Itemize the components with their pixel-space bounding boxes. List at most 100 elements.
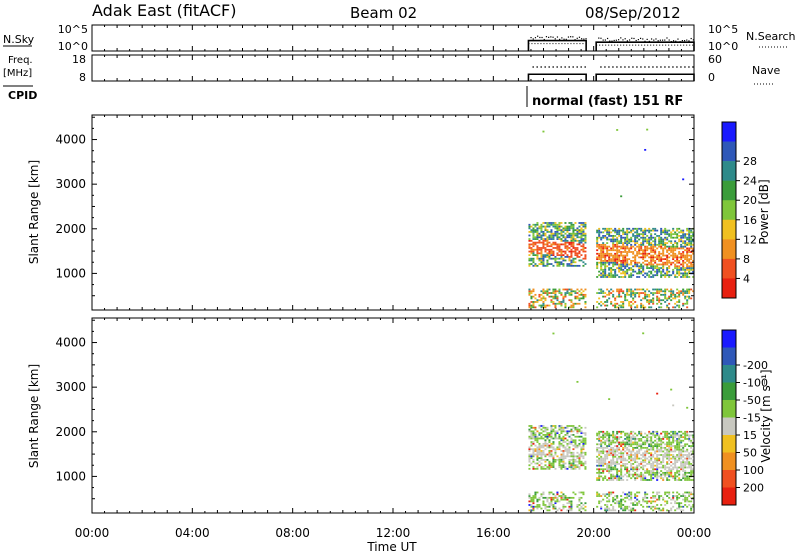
range-cell xyxy=(692,471,695,474)
range-cell xyxy=(538,444,541,447)
range-cell xyxy=(644,263,647,266)
range-cell xyxy=(620,306,623,309)
range-cell xyxy=(624,445,627,447)
range-cell xyxy=(620,260,623,262)
range-cell xyxy=(668,448,671,451)
range-cell xyxy=(666,477,669,480)
range-cell xyxy=(578,439,581,442)
range-cell xyxy=(674,256,677,259)
range-cell xyxy=(600,288,603,291)
range-cell xyxy=(664,272,667,275)
range-cell xyxy=(548,509,551,512)
range-cell xyxy=(544,247,547,249)
range-cell xyxy=(562,239,565,242)
range-cell xyxy=(686,466,689,469)
range-cell xyxy=(568,247,571,249)
range-cell xyxy=(684,432,687,435)
range-cell xyxy=(660,272,663,275)
range-cell xyxy=(648,439,651,442)
range-cell xyxy=(624,500,627,503)
range-cell xyxy=(544,239,547,242)
range-cell xyxy=(582,457,585,460)
range-cell xyxy=(596,249,599,252)
range-cell xyxy=(640,439,643,442)
range-cell xyxy=(634,479,637,481)
range-cell xyxy=(560,453,563,456)
range-cell xyxy=(628,436,631,439)
range-cell xyxy=(602,470,605,472)
range-cell xyxy=(604,292,607,294)
range-cell xyxy=(572,225,575,228)
range-cell xyxy=(554,288,557,291)
range-cell xyxy=(638,430,641,433)
range-cell xyxy=(634,247,637,250)
range-cell xyxy=(534,241,537,244)
range-cell xyxy=(682,293,685,296)
range-cell xyxy=(570,306,573,309)
range-cell xyxy=(648,252,651,255)
range-cell xyxy=(536,448,539,451)
range-cell xyxy=(686,498,689,501)
range-cell xyxy=(644,493,647,496)
range-cell xyxy=(634,295,637,298)
range-cell xyxy=(534,301,537,303)
range-cell xyxy=(542,502,545,505)
range-cell xyxy=(558,446,561,449)
colorbar-swatch xyxy=(722,470,736,488)
range-cell xyxy=(566,256,569,258)
range-cell xyxy=(558,457,561,460)
range-cell xyxy=(600,471,603,474)
range-cell xyxy=(652,245,655,248)
range-cell xyxy=(652,263,655,266)
range-cell xyxy=(678,272,681,275)
range-cell xyxy=(690,256,693,259)
range-cell xyxy=(630,288,633,291)
range-cell xyxy=(584,302,587,305)
range-cell xyxy=(552,241,555,244)
range-cell xyxy=(562,450,565,452)
range-cell xyxy=(564,498,567,501)
range-cell xyxy=(652,258,655,261)
range-cell xyxy=(664,493,667,496)
range-cell xyxy=(658,267,661,269)
noise-point xyxy=(664,39,666,41)
range-cell xyxy=(670,235,673,237)
range-cell xyxy=(580,223,583,226)
range-cell xyxy=(690,493,693,496)
range-cell xyxy=(574,466,577,468)
range-cell xyxy=(684,297,687,300)
range-cell xyxy=(636,477,639,480)
nsearch-label: N.Search xyxy=(746,30,796,43)
range-cell xyxy=(564,441,567,443)
colorbar-swatch xyxy=(722,239,736,260)
range-cell xyxy=(540,432,543,435)
range-cell xyxy=(550,231,553,233)
range-cell xyxy=(682,256,685,259)
range-cell xyxy=(678,477,681,480)
range-cell xyxy=(606,468,609,471)
range-cell xyxy=(674,466,677,469)
range-cell xyxy=(574,297,577,300)
range-cell xyxy=(660,258,663,261)
range-cell xyxy=(676,470,679,472)
range-cell xyxy=(688,452,691,455)
range-cell xyxy=(640,247,643,250)
range-cell xyxy=(688,471,691,474)
range-cell xyxy=(620,238,623,241)
range-cell xyxy=(622,455,625,458)
range-cell xyxy=(538,293,541,296)
range-cell xyxy=(622,491,625,494)
range-cell xyxy=(570,467,573,470)
range-cell xyxy=(620,252,623,255)
range-cell xyxy=(562,441,565,443)
range-cell xyxy=(556,455,559,458)
range-cell xyxy=(654,267,657,269)
range-cell xyxy=(666,470,669,472)
range-cell xyxy=(550,504,553,506)
range-cell xyxy=(580,248,583,251)
range-cell xyxy=(608,498,611,501)
range-cell xyxy=(568,241,571,244)
noise-point xyxy=(639,37,642,39)
range-cell xyxy=(668,496,671,499)
range-cell xyxy=(630,304,633,307)
